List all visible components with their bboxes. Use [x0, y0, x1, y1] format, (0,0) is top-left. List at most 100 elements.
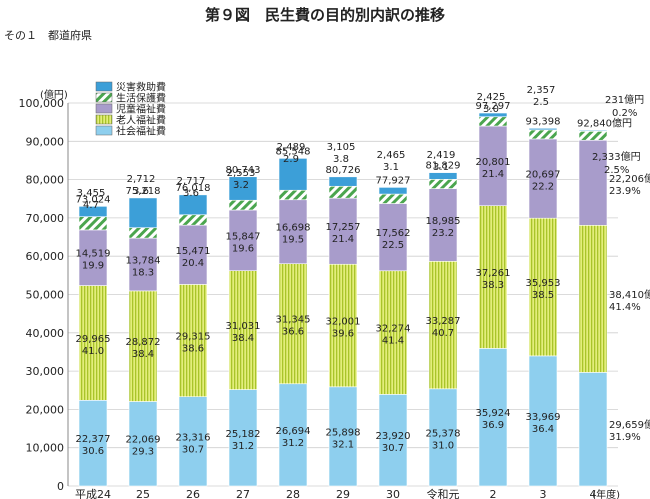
total-label: 85,548	[276, 146, 311, 157]
data-label: 13,784	[126, 255, 161, 266]
pct-label: 18.3	[132, 267, 154, 278]
pct-label: 30.6	[82, 446, 104, 457]
bar-segment	[578, 372, 608, 487]
y-tick-label: 20,000	[26, 403, 65, 416]
x-tick-label: 3	[540, 488, 547, 499]
bar-segment	[578, 130, 608, 132]
legend-label: 社会福祉費	[116, 125, 166, 138]
bar-segment	[428, 388, 458, 487]
pct-label: 19.9	[82, 261, 104, 272]
pct-label: 30.7	[382, 443, 404, 454]
pct-label: 23.2	[432, 228, 454, 239]
pct-label: 38.4	[132, 349, 154, 360]
callout-pct: 3.6	[183, 188, 199, 199]
data-label: 35,953	[526, 278, 561, 289]
bar-segment	[128, 197, 158, 229]
pct-label: 32.1	[332, 439, 354, 450]
bar-segment	[78, 285, 108, 401]
bar-segment	[478, 112, 508, 118]
bar-segment	[378, 394, 408, 487]
bar-segment	[278, 158, 308, 191]
x-tick-label: 30	[386, 488, 400, 499]
pct-label: 41.4	[382, 336, 404, 347]
data-label: 15,471	[176, 246, 211, 257]
x-tick-label: 27	[236, 488, 250, 499]
callout-amount: 2,553	[227, 168, 256, 179]
data-label: 25,182	[226, 429, 261, 440]
callout-amount: 3,455	[77, 188, 106, 199]
bar-segment	[128, 227, 158, 239]
callout-amount: 2,333億円	[592, 150, 641, 163]
pct-label: 19.6	[232, 243, 254, 254]
y-tick-label: 50,000	[26, 289, 65, 302]
data-label: 14,519	[76, 249, 111, 260]
bar-segment	[328, 263, 358, 388]
total-label: 73,024	[76, 194, 111, 205]
total-label: 81,829	[426, 161, 461, 172]
y-tick-label: 90,000	[26, 135, 65, 148]
callout-amount: 2,717	[177, 176, 206, 187]
legend-label: 災害救助費	[116, 81, 166, 94]
bar-segment	[228, 176, 258, 201]
bar-segment	[178, 284, 208, 397]
bar-segment	[278, 189, 308, 201]
legend-label: 児童福祉費	[116, 103, 166, 116]
bar-segment	[278, 263, 308, 385]
data-label: 25,898	[326, 427, 361, 438]
bar-segment	[128, 237, 158, 292]
bar-segment	[378, 187, 408, 195]
bar-segment	[178, 214, 208, 226]
bar-segment	[178, 396, 208, 487]
pct-label: 31.0	[432, 440, 454, 451]
pct-label: 31.9%	[609, 432, 641, 443]
pct-label: 31.2	[282, 438, 304, 449]
bar-segment	[228, 270, 258, 390]
total-label: 75,218	[126, 186, 161, 197]
x-tick-label: 25	[136, 488, 150, 499]
bar-segment	[528, 138, 558, 219]
data-label: 31,345	[276, 315, 311, 326]
x-unit-label: (年度)	[592, 488, 620, 499]
pct-label: 21.4	[482, 169, 504, 180]
pct-label: 38.5	[532, 290, 554, 301]
bar-segment	[128, 401, 158, 487]
callout-pct: 2.9	[283, 154, 299, 165]
bar-segment	[178, 224, 208, 285]
legend-swatch	[95, 81, 113, 92]
bar-segment	[228, 209, 258, 272]
bar-segment	[278, 199, 308, 265]
callout-pct: 3.1	[433, 162, 449, 173]
pct-label: 30.7	[182, 444, 204, 455]
pct-label: 38.4	[232, 333, 254, 344]
callout-amount: 2,712	[127, 174, 156, 185]
bar-segment	[78, 206, 108, 217]
legend-label: 生活保護費	[116, 92, 166, 105]
y-unit-label: (億円)	[40, 88, 68, 101]
total-label: 93,398	[526, 116, 561, 127]
y-tick-label: 40,000	[26, 327, 65, 340]
bar-segment	[128, 290, 158, 402]
callout-amount: 2,357	[527, 85, 556, 96]
data-label: 20,801	[476, 157, 511, 168]
callout-pct: 3.1	[383, 162, 399, 173]
bar-segment	[228, 389, 258, 487]
pct-label: 22.2	[532, 182, 554, 193]
callout-pct: 3.0	[483, 104, 499, 115]
bar-segment	[378, 270, 408, 395]
legend-label: 老人福祉費	[116, 114, 166, 127]
data-label: 29,965	[76, 334, 111, 345]
data-label: 23,920	[376, 431, 411, 442]
x-tick-label: 2	[490, 488, 497, 499]
data-label: 33,287	[426, 316, 461, 327]
y-tick-label: 30,000	[26, 365, 65, 378]
bar-segment	[328, 176, 358, 187]
callout-pct: 4.7	[83, 200, 99, 211]
bar-segment	[478, 205, 508, 349]
y-tick-label: 100,000	[19, 97, 65, 110]
bar-segment	[528, 127, 558, 131]
x-tick-label: 26	[186, 488, 200, 499]
x-tick-label: 29	[336, 488, 350, 499]
pct-label: 38.3	[482, 280, 504, 291]
bar-segment	[428, 261, 458, 390]
